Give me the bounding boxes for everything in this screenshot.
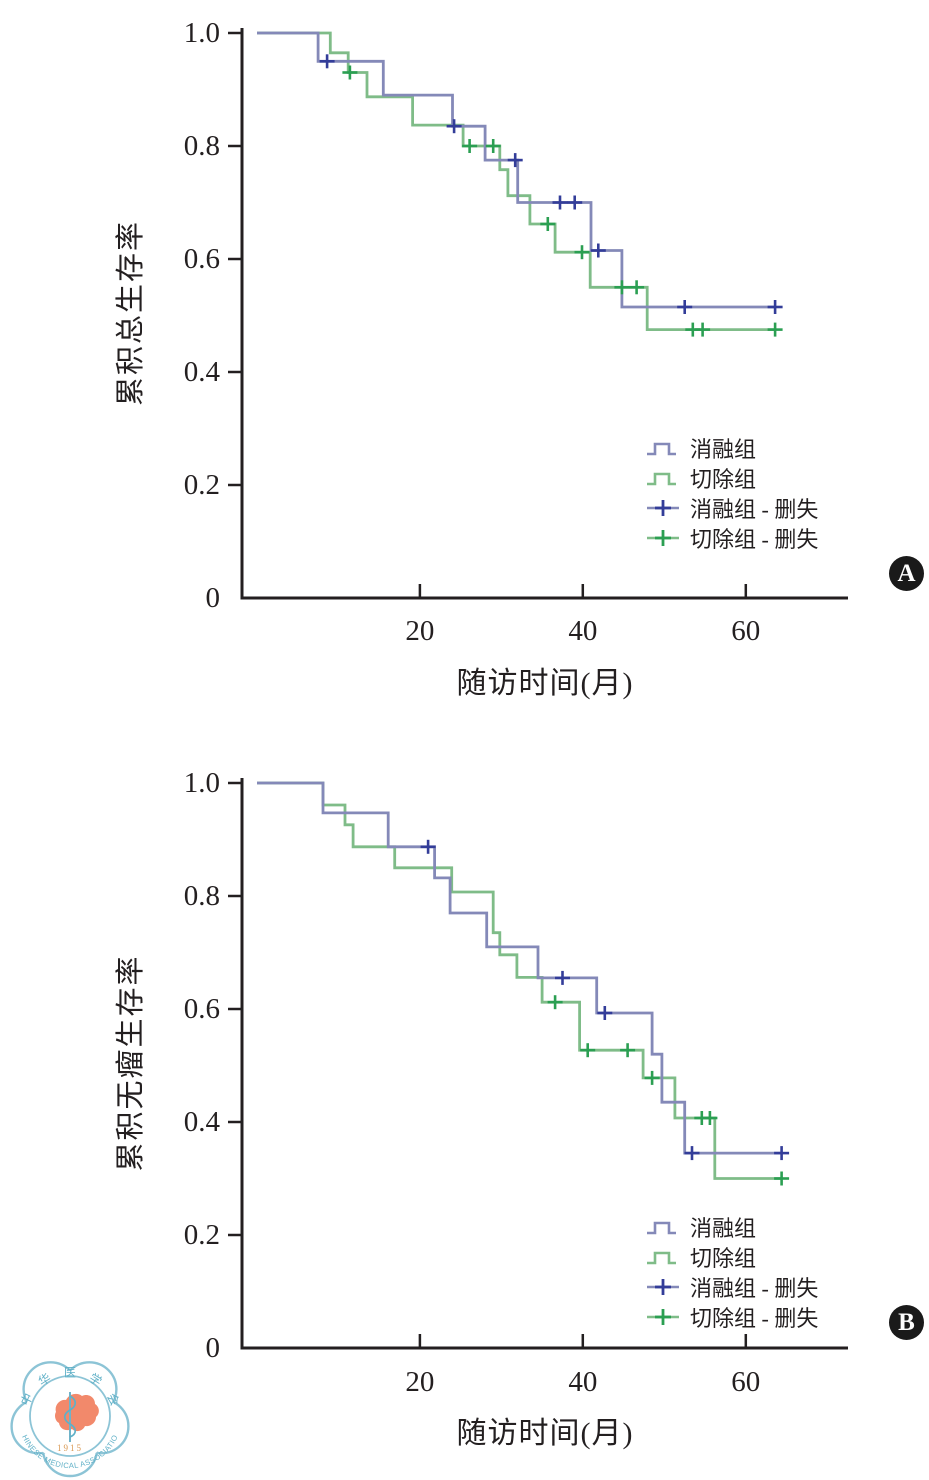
censor-mark-ablation [567, 195, 583, 210]
censor-mark-ablation [420, 839, 436, 854]
y-tick-label: 0.8 [183, 130, 220, 162]
chart-a-legend: 消融组切除组消融组 - 删失 切除组 - 删失 [645, 433, 818, 553]
censor-mark-resection [462, 139, 478, 153]
legend-censor-icon [647, 1279, 679, 1295]
y-tick-label: 0.4 [183, 1106, 220, 1138]
y-tick-label: 0.8 [183, 880, 220, 912]
censor-mark-ablation [774, 1146, 790, 1161]
logo-year: 1915 [57, 1443, 83, 1453]
censor-mark-resection [342, 65, 358, 80]
censor-mark-ablation [767, 300, 783, 314]
censor-mark-resection [547, 995, 563, 1010]
legend-item: 切除组 [645, 463, 818, 493]
y-tick-label: 0.4 [183, 356, 220, 388]
censor-mark-ablation [677, 300, 693, 314]
legend-censor-icon [647, 500, 679, 516]
legend-step-line-icon [647, 1221, 676, 1235]
x-tick-label: 60 [731, 1366, 761, 1398]
logo-cn-char: 医 [64, 1366, 76, 1380]
legend-item: 切除组 - 删失 [645, 1302, 818, 1332]
censor-mark-resection [702, 1111, 718, 1125]
km-curve-ablation [257, 31, 776, 309]
y-tick-label: 0 [205, 582, 221, 614]
censor-mark-ablation [555, 970, 570, 985]
legend-step-line-icon [647, 472, 676, 486]
legend-label: 消融组 - 删失 [690, 497, 819, 522]
censor-mark-ablation [507, 153, 523, 168]
censor-mark-resection [695, 322, 711, 337]
censor-mark-resection [580, 1043, 596, 1058]
chart-a-y-axis-title: 累积总生存率 [115, 219, 147, 407]
censor-mark-resection [774, 1171, 790, 1186]
legend-item: 消融组 [645, 433, 818, 463]
censor-mark-resection [485, 139, 501, 153]
censor-mark-resection [620, 1043, 636, 1058]
logo-cn-char: 会 [104, 1391, 122, 1408]
legend-step-line-icon [647, 1251, 676, 1265]
x-tick-label: 40 [568, 1366, 598, 1398]
legend-item: 消融组 - 删失 [645, 493, 818, 523]
censor-mark-ablation [446, 119, 462, 134]
censor-mark-resection [644, 1070, 660, 1085]
panel-b-badge: B [889, 1305, 924, 1340]
y-tick-label: 0.2 [183, 1219, 220, 1251]
legend-item: 切除组 - 删失 [645, 523, 818, 553]
logo-cn-char: 中 [17, 1391, 36, 1408]
legend-item: 消融组 [645, 1212, 818, 1242]
chart-a-x-axis-title: 随访时间(月) [456, 667, 634, 700]
censor-mark-ablation [597, 1006, 613, 1020]
legend-label: 切除组 - 删失 [690, 1306, 819, 1331]
censor-mark-ablation [552, 195, 568, 210]
legend-label: 消融组 - 删失 [690, 1276, 819, 1301]
y-tick-label: 0 [205, 1332, 221, 1364]
legend-censor-icon [647, 1309, 679, 1325]
chart-b-y-axis-title: 累积无瘤生存率 [115, 954, 147, 1172]
censor-mark-ablation [590, 243, 606, 258]
y-tick-label: 0.6 [183, 993, 220, 1025]
axes-A [240, 28, 848, 600]
km-chart-A [228, 28, 848, 600]
x-tick-label: 60 [731, 615, 761, 647]
km-curve-resection [257, 31, 776, 331]
legend-label: 切除组 [690, 1246, 757, 1271]
x-tick-label: 20 [405, 1366, 435, 1398]
x-tick-label: 20 [405, 615, 435, 647]
asclepius-snake [63, 1395, 77, 1438]
legend-censor-icon [647, 530, 679, 546]
panel-a-badge: A [889, 556, 924, 591]
y-tick-label: 1.0 [183, 17, 220, 49]
legend-label: 消融组 [690, 1216, 757, 1241]
km-curve-ablation [257, 781, 782, 1155]
censor-mark-resection [767, 322, 783, 337]
km-chart-B [228, 778, 848, 1350]
censor-mark-resection [574, 245, 590, 260]
axes-B [240, 778, 848, 1350]
censor-mark-resection [540, 217, 556, 231]
y-tick-label: 0.2 [183, 469, 220, 501]
chart-b-legend: 消融组切除组消融组 - 删失 切除组 - 删失 [645, 1212, 818, 1332]
legend-step-line-icon [647, 442, 676, 456]
y-tick-label: 1.0 [183, 767, 220, 799]
y-tick-label: 0.6 [183, 243, 220, 275]
legend-item: 切除组 [645, 1242, 818, 1272]
legend-label: 切除组 - 删失 [690, 527, 819, 552]
censor-mark-ablation [684, 1146, 700, 1161]
legend-item: 消融组 - 删失 [645, 1272, 818, 1302]
censor-mark-resection [614, 280, 630, 295]
censor-mark-ablation [319, 54, 335, 69]
legend-label: 消融组 [690, 437, 757, 462]
legend-label: 切除组 [690, 467, 757, 492]
chart-b-x-axis-title: 随访时间(月) [456, 1417, 634, 1450]
censor-mark-resection [629, 280, 645, 295]
logo-inner-ring [29, 1375, 111, 1457]
x-tick-label: 40 [568, 615, 598, 647]
